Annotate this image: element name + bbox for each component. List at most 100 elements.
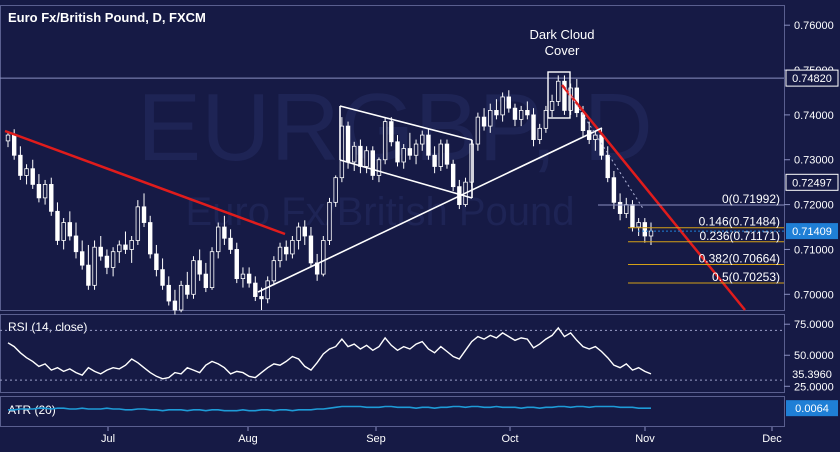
candle-body [98,246,103,257]
candle [92,240,97,290]
candle-body [290,240,295,255]
candle [420,130,425,151]
candle-body [30,168,35,185]
candle-body [178,284,184,311]
candle [290,235,295,259]
candle-body [407,148,413,156]
candle-body [352,145,357,163]
candle-body [389,121,394,143]
candle [197,249,202,281]
candle-body [426,134,431,156]
candle [605,146,610,183]
candle-body [160,269,165,286]
candle-body [92,246,97,286]
candle-body [630,204,635,228]
fibonacci-levels: 0(0.71992) 0.146(0.71484)0.236(0.71171) 0.… [598,192,784,284]
price-badge-label: 0.72497 [792,177,832,189]
candle-body [494,110,499,116]
rsi-tick-label: 75.0000 [794,319,834,331]
candle-body [593,134,598,140]
price-tick-label: 0.71000 [794,244,834,256]
price-tick-label: 0.72000 [794,200,834,212]
candle-body [222,226,227,239]
channel-upper-line [339,105,473,141]
candle-body [364,150,369,167]
chart-title: Euro Fx/British Pound, D, FXCM [8,10,206,25]
candle-body [265,280,270,300]
candle-body [42,184,48,199]
candle-body [580,112,586,131]
time-tick-label: Dec [762,433,782,445]
price-tick-label: 0.73000 [794,155,834,167]
candle-body [605,154,610,179]
candle-body [5,134,11,142]
candle [636,218,641,236]
candle-body [413,143,419,156]
right-downtrend-line [561,84,746,311]
candle [271,256,277,286]
candle [500,92,505,122]
candle-body [203,273,209,288]
candle-body [209,251,215,288]
rsi-current-value: 35.3960 [792,369,832,381]
candle-body [234,249,239,280]
candle [413,139,419,165]
price-axis-badge: 0.71409 [638,223,838,240]
candle [104,249,110,275]
candle-body [18,154,23,176]
candle [333,175,338,207]
candle-body [321,240,326,275]
candle-body [73,235,79,253]
candle [148,215,153,259]
annotation-cover: Cover [545,43,580,58]
candle [593,130,598,151]
time-tick-label: Sep [366,433,386,445]
rsi-current-bg [786,365,838,382]
candle [525,101,530,120]
candle [253,276,258,302]
candle-body [55,210,60,241]
candle-body [123,244,128,250]
candle [321,235,326,277]
candle [228,229,233,254]
candle [506,90,511,113]
candle [277,242,283,268]
candle [617,193,623,221]
candle [55,202,60,245]
price-panel-frame [0,5,785,311]
candle-body [104,255,110,268]
candle-body [191,260,196,295]
candle [73,222,79,259]
atr-panel-frame [0,396,785,427]
candle-body [216,226,221,253]
candle-body [506,96,511,109]
candle [222,215,227,245]
candle-body [642,222,648,237]
atr-current-value: 0.0064 [795,403,829,415]
candle-body [488,110,493,127]
candle-body [117,244,122,253]
candle-body [401,148,406,163]
candle-body [531,114,536,140]
atr-current-label: 0.0064 [786,400,838,417]
candle [562,75,567,115]
candle-body [24,168,29,176]
rsi-series-line [7,326,652,380]
candle-body [512,107,518,120]
candle [5,131,11,148]
candle [531,108,536,147]
candle [296,222,301,250]
candle-body [438,143,443,167]
candle [426,128,431,160]
candle [61,218,66,250]
candle [537,123,542,145]
channel-lower-line [339,159,473,199]
candle [370,146,375,180]
candle-body [648,230,654,237]
candle [117,240,122,263]
candle [110,247,116,277]
candle [611,170,617,210]
fib-level-label: 0.5(0.70253) [712,270,780,284]
price-labels: 0.74820 0.72497 0.71409 [638,69,839,240]
time-tick-label: Oct [501,433,518,445]
